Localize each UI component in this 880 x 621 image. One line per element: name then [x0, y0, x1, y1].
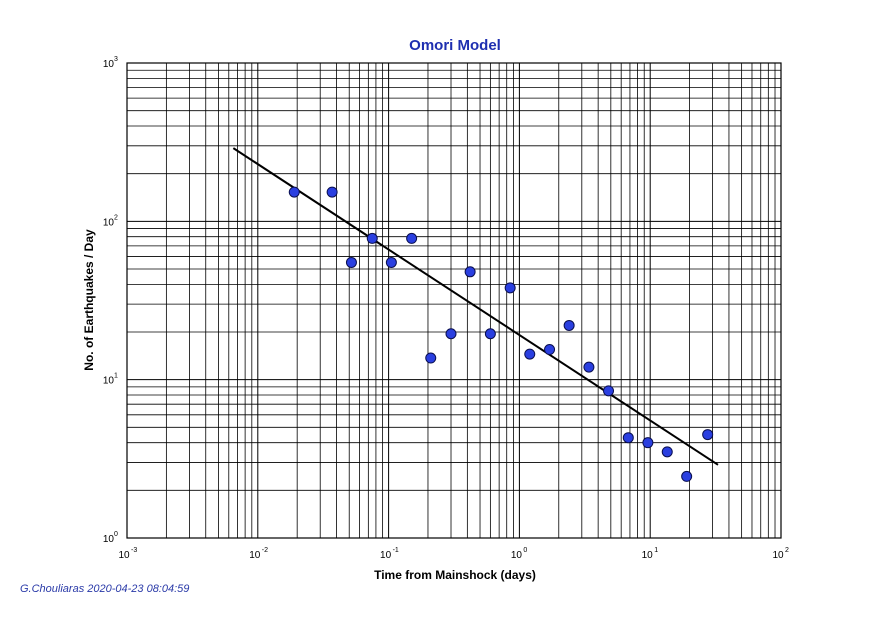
- y-axis-label: No. of Earthquakes / Day: [82, 229, 96, 371]
- x-tick-label: 10: [118, 550, 130, 561]
- author-credit: G.Chouliaras 2020-04-23 08:04:59: [20, 583, 190, 595]
- data-point: [484, 328, 496, 340]
- grid: [126, 63, 781, 539]
- x-tick-label: 10: [380, 550, 392, 561]
- data-point: [406, 232, 418, 244]
- y-tick-exponent: 2: [114, 214, 118, 221]
- x-tick-label: 10: [642, 550, 654, 561]
- x-tick-exponent: -3: [131, 547, 137, 554]
- x-tick-label: 10: [511, 550, 523, 561]
- omori-fit-line: [232, 147, 719, 466]
- x-tick-label: 10: [772, 550, 784, 561]
- x-axis-label: Time from Mainshock (days): [374, 568, 536, 582]
- data-point: [563, 319, 575, 331]
- data-point: [366, 232, 378, 244]
- data-point: [288, 186, 300, 198]
- data-point: [504, 282, 516, 294]
- data-point: [642, 437, 654, 449]
- x-tick-exponent: -1: [393, 547, 399, 554]
- data-point: [464, 266, 476, 278]
- data-point: [385, 256, 397, 268]
- data-point: [583, 361, 595, 373]
- y-tick-label: 10: [103, 217, 115, 228]
- y-tick-exponent: 1: [114, 373, 118, 380]
- data-points: [288, 186, 714, 482]
- chart-title: Omori Model: [409, 37, 501, 54]
- y-tick-exponent: 3: [114, 56, 118, 63]
- x-tick-labels: 10 -3 10 -2 10 -1 10 0 10 1 10 2: [118, 547, 789, 561]
- data-point: [661, 446, 673, 458]
- data-point: [702, 429, 714, 441]
- y-tick-label: 10: [103, 59, 115, 70]
- x-tick-exponent: 0: [523, 547, 527, 554]
- data-point: [544, 344, 556, 356]
- data-point: [425, 352, 437, 364]
- x-tick-exponent: -2: [262, 547, 268, 554]
- y-tick-label: 10: [103, 376, 115, 387]
- data-point: [603, 385, 615, 397]
- data-point: [345, 256, 357, 268]
- x-tick-exponent: 2: [785, 547, 789, 554]
- data-point: [524, 348, 536, 360]
- y-tick-label: 10: [103, 534, 115, 545]
- y-tick-exponent: 0: [114, 531, 118, 538]
- x-tick-label: 10: [249, 550, 261, 561]
- data-point: [326, 186, 338, 198]
- data-point: [445, 328, 457, 340]
- data-point: [681, 470, 693, 482]
- x-tick-exponent: 1: [654, 547, 658, 554]
- plot-frame: [126, 62, 782, 539]
- data-point: [622, 432, 634, 444]
